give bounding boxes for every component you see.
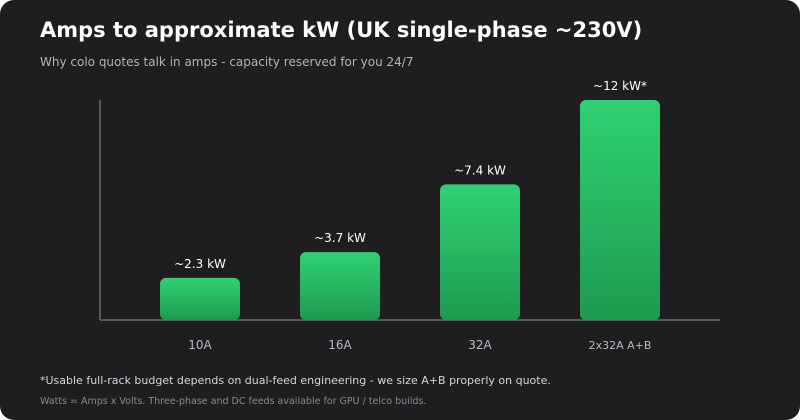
chart-subtitle: Why colo quotes talk in amps - capacity … (40, 55, 414, 69)
bar-2 (440, 184, 520, 320)
bar-value-label-1: ~3.7 kW (314, 231, 366, 245)
bar-3 (580, 100, 660, 320)
bar-value-label-0: ~2.3 kW (174, 257, 226, 271)
bar-1 (300, 252, 380, 320)
bar-value-label-2: ~7.4 kW (454, 163, 506, 177)
chart-title: Amps to approximate kW (UK single-phase … (40, 18, 643, 42)
x-tick-label-0: 10A (188, 338, 212, 352)
x-tick-label-3: 2x32A A+B (589, 339, 652, 352)
x-tick-label-2: 32A (468, 338, 492, 352)
bar-chart: ~2.3 kW 10A ~3.7 kW 16A ~7.4 kW 32A ~12 kW* 2x3… (99, 79, 720, 352)
footnote: *Usable full-rack budget depends on dual… (40, 374, 551, 387)
bar-0 (160, 277, 240, 320)
bar-value-label-3: ~12 kW* (593, 79, 647, 93)
x-tick-label-1: 16A (328, 338, 352, 352)
footnote-secondary: Watts = Amps x Volts. Three-phase and DC… (40, 396, 427, 407)
